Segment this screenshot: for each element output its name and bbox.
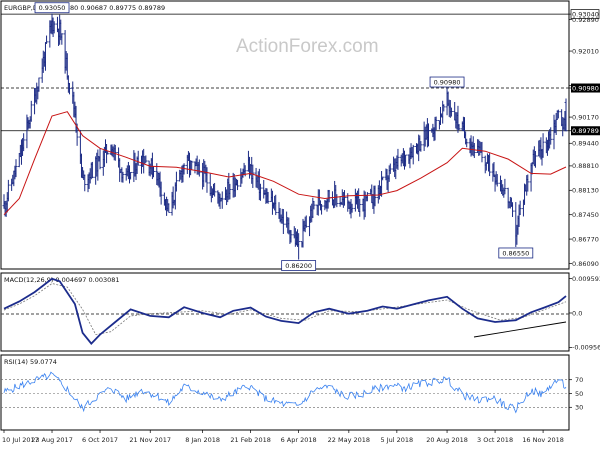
price-axis-label-box [570,9,600,19]
price-axis-label: 0.87450 [572,211,599,219]
price-annotation-box [281,260,317,271]
x-axis-label: 8 Jan 2018 [185,436,220,444]
macd-axis-label: 0.009593 [572,275,600,283]
price-axis-label: 0.92010 [572,47,599,55]
rsi-y-axis: 70 50 30 [569,376,583,412]
price-annotation-label: 0.90980 [434,79,461,87]
x-axis-label: 21 Feb 2018 [230,436,270,444]
rsi-line [3,371,567,414]
x-axis-label: 23 Aug 2017 [31,436,73,444]
price-axis-label-bg [571,126,600,136]
price-panel [0,0,570,270]
price-y-axis: 0.930400.928900.920100.910500.909800.901… [569,9,600,268]
price-annotation-label: 0.86200 [285,262,312,270]
macd-trendline [473,321,567,338]
rsi-axis-label: 30 [575,404,583,412]
price-panel-header: EURGBP,Daily 0.90580 0.90687 0.89775 0.8… [4,4,165,12]
x-axis-label: 3 Oct 2018 [477,436,513,444]
price-annotation-label: 0.93050 [39,4,66,12]
macd-panel [0,272,570,352]
rsi-level-lines [1,379,569,408]
price-axis-label: 0.88810 [572,162,599,170]
rsi-panel-header: RSI(14) 59.0774 [4,358,57,366]
price-axis-label: 0.93040 [572,10,599,18]
moving-average-line [3,111,567,216]
macd-axis-label: -0.009562 [572,344,600,352]
price-axis-label: 0.86770 [572,235,599,243]
price-axis-label: 0.90170 [572,113,599,121]
price-axis-label-bg [571,83,600,93]
x-axis-label: 10 Jul 2017 [2,436,39,444]
price-axis-label: 0.92890 [572,16,599,24]
price-annotations: 0.93050 0.86200 0.90980 0.86550 [34,2,534,271]
macd-axis-label: 0.0 [572,309,582,317]
x-axis-label: 21 Nov 2017 [129,436,171,444]
rsi-panel [0,354,570,431]
macd-panel-header: MACD(12,26,9) 0.004697 0.003081 [4,276,120,284]
macd-signal-line [3,283,567,336]
price-level-lines [1,13,569,132]
x-axis-label: 16 Nov 2018 [522,436,564,444]
macd-main-line [3,277,567,345]
rsi-axis-label: 70 [575,376,583,384]
price-axis-label: 0.86090 [572,260,599,268]
price-axis-label: 0.90980 [572,84,599,92]
x-axis-label: 6 Oct 2017 [82,436,118,444]
price-axis-label: 0.89789 [572,127,599,135]
x-axis-label: 20 Aug 2018 [426,436,468,444]
price-axis-label: 0.88130 [572,187,599,195]
price-axis-label: 0.89440 [572,140,599,148]
price-annotation-label: 0.86550 [502,249,529,257]
x-axis-label: 5 Jul 2018 [381,436,414,444]
x-axis-label: 22 May 2018 [328,436,370,444]
price-annotation-box [34,2,70,14]
watermark: ActionForex.com [236,36,379,57]
rsi-axis-label: 50 [575,390,583,398]
price-annotation-box [498,247,534,259]
price-annotation-box [429,76,465,88]
macd-y-axis: 0.009593 0.0 -0.009562 [569,275,600,352]
x-axis-label: 6 Apr 2018 [281,436,317,444]
price-bars [2,13,568,260]
